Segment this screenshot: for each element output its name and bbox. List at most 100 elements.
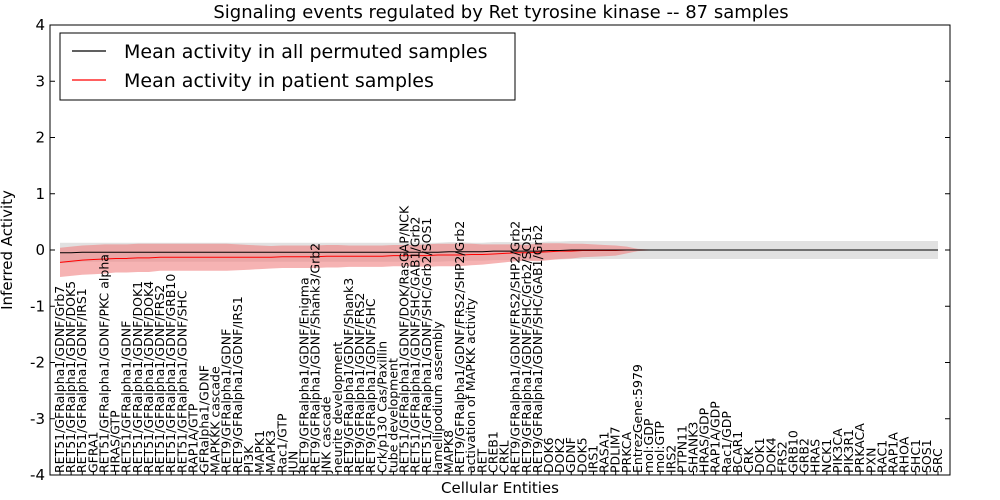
x-tick-label: RET51/GFRalpha1/GDNF/FRS2	[152, 285, 167, 473]
x-tick-label: DOK1	[752, 437, 767, 473]
x-tick-label: PIK3R1	[841, 429, 856, 473]
x-tick-label: lamellipodium assembly	[430, 321, 445, 473]
x-tick-label: RET9/GFRalpha1/GDNF/SHC	[363, 298, 378, 473]
x-tick-label: SHC1	[908, 439, 923, 473]
x-tick-label: RET51/GFRalpha1/GDNF/DOK4	[141, 281, 156, 473]
x-tick-label: RET9/GFRalpha1/GDNF/FRS2	[352, 293, 367, 473]
confidence-bands	[60, 241, 938, 277]
x-tick-label: PI3K	[241, 445, 256, 473]
x-tick-label: RET9/GFRalpha1/GDNF/SHC/GAB1/Grb2	[530, 224, 545, 473]
y-tick-label: -4	[30, 466, 45, 484]
x-tick-label: RET9/GFRalpha1/GDNF	[219, 329, 234, 473]
x-tick-label: RET51/GFRalpha1/GDNF/SHC/GAB1/Grb2	[408, 217, 423, 473]
x-tick-label: SOS1	[919, 439, 934, 473]
x-tick-label: MAPK3	[263, 430, 278, 473]
x-tick-label: IRS2	[663, 445, 678, 473]
x-tick-label: PTPN11	[674, 425, 689, 473]
x-tick-label: RET	[474, 448, 489, 473]
x-axis-label: Cellular Entities	[441, 479, 559, 497]
x-tick-label: FRS2	[774, 441, 789, 473]
x-tick-label: DOK2	[552, 437, 567, 473]
x-tick-label: GRB10	[786, 430, 801, 473]
x-tick-label: tube development	[385, 358, 400, 473]
x-tick-label: RET51/GFRalpha1/GDNF/SHC	[174, 290, 189, 473]
x-tick-label: RET9/GFRalpha1/GDNF/FRS2/SHP2/Grb2	[452, 221, 467, 473]
x-tick-label: IRS1	[585, 445, 600, 473]
x-tick-label: RAP1A	[886, 432, 901, 473]
x-tick-label: RASA1	[597, 432, 612, 473]
legend: Mean activity in all permuted samples Mea…	[59, 32, 516, 101]
y-tick-label: -2	[30, 354, 45, 372]
x-tick-label: RET9/GFRalpha1/GDNF/IRS1	[230, 296, 245, 473]
x-tick-label: RET51/GFRalpha1/GDNF/PKC alpha	[96, 254, 111, 473]
x-tick-label: NCK1	[819, 439, 834, 473]
permuted-mean-line	[60, 249, 938, 254]
x-tick-label: RET51/GFRalpha1/GDNF/SHC/Grb2/SOS1	[419, 218, 434, 473]
x-tick-label: EntrezGene:5979	[630, 364, 645, 473]
x-tick-label: RET9/GFRalpha1/GDNF/SHC/Grb2/SOS1	[519, 226, 534, 473]
legend-box	[59, 32, 516, 101]
x-ticks: RET51/GFRalpha1/GDNF/Grb7RET51/GFRalpha1…	[52, 205, 945, 475]
y-axis-label: Inferred Activity	[0, 190, 16, 310]
x-tick-label: RET51/GFRalpha1/GDNF/Grb7	[52, 286, 67, 473]
x-tick-label: mol:GDP	[641, 418, 656, 473]
y-tick-label: 3	[35, 72, 45, 90]
x-tick-label: HRAS	[808, 439, 823, 473]
y-tick-label: -3	[30, 410, 45, 428]
x-tick-label: mol:GTP	[652, 421, 667, 473]
x-tick-label: GFRA1	[85, 431, 100, 473]
x-tick-label: RHOA	[897, 436, 912, 473]
x-tick-label: GFRalpha1/GDNF	[196, 365, 211, 473]
legend-label: Mean activity in patient samples	[124, 70, 434, 92]
x-tick-label: RET51/GFRalpha1/GDNF/DOK5	[63, 281, 78, 473]
x-tick-label: Rac1/GDP	[719, 411, 734, 473]
x-tick-label: activation of MAPKK activity	[463, 297, 478, 473]
y-tick-label: -1	[30, 297, 45, 315]
x-tick-label: JUN	[285, 451, 300, 474]
x-tick-label: HRAS/GTP	[108, 410, 123, 473]
x-tick-label: HRAS/GDP	[697, 407, 712, 473]
x-tick-label: RAC1	[874, 440, 889, 473]
series-lines	[59, 249, 938, 263]
x-tick-label: PIK3CA	[830, 428, 845, 473]
y-tick-label: 4	[35, 16, 45, 34]
chart-title: Signaling events regulated by Ret tyrosi…	[213, 2, 788, 23]
x-tick-label: neurite development	[330, 342, 345, 473]
y-tick-label: 1	[35, 185, 45, 203]
plot-frame	[49, 24, 951, 476]
x-tick-label: RET51/GFRalpha1/GDNF/DOK/RasGAP/NCK	[397, 205, 412, 473]
x-tick-label: RET51/GFRalpha1/GDNF/IRS1	[74, 288, 89, 473]
x-tick-label: SHANK3	[685, 422, 700, 473]
y-tick-label: 2	[35, 129, 45, 147]
patient-band	[60, 243, 938, 277]
x-tick-label: RET9/GFRalpha1/GDNF/Shank3	[341, 278, 356, 473]
x-tick-label: CRKL	[497, 440, 512, 473]
x-tick-label: PDLIM7	[608, 426, 623, 473]
x-tick-label: JNK cascade	[319, 396, 334, 474]
x-tick-label: RET51/GFRalpha1/GDNF/DOK1	[130, 281, 145, 473]
x-tick-label: RET9/GFRalpha1/GDNF/FRS2/SHP2/Grb2	[508, 221, 523, 473]
x-tick-label: GDNF	[563, 437, 578, 473]
x-tick-label: RET9/GFRalpha1/GDNF/Shank3/Grb2	[308, 243, 323, 473]
legend-label: Mean activity in all permuted samples	[124, 41, 487, 63]
x-tick-label: MAPKKK cascade	[208, 366, 223, 473]
x-tick-label: PRKACA	[852, 423, 867, 473]
x-tick-label: RET51/GFRalpha1/GDNF/GRB10	[163, 274, 178, 473]
x-tick-label: Rac1/GTP	[274, 413, 289, 473]
x-tick-label: PXN	[863, 448, 878, 473]
x-tick-label: CREB1	[485, 431, 500, 473]
x-tick-label: DOK6	[541, 437, 556, 473]
x-tick-label: BCAR1	[730, 431, 745, 473]
x-tick-label: GRB2	[797, 438, 812, 473]
x-tick-label: RAP1A/GTP	[185, 403, 200, 473]
y-tick-label: 0	[35, 241, 45, 259]
y-ticks: -4 -3 -2 -1 0 1 2 3 4	[30, 16, 950, 484]
x-tick-label: RAP1A/GDP	[708, 401, 723, 473]
x-tick-label: MAPK8	[441, 430, 456, 473]
x-tick-label: PRKCA	[619, 432, 634, 473]
x-tick-label: DOK4	[763, 437, 778, 473]
x-tick-label: RET9/GFRalpha1/GDNF/Enigma	[297, 277, 312, 473]
x-tick-label: RET51/GFRalpha1/GDNF	[119, 321, 134, 473]
x-tick-label: CRK	[741, 447, 756, 473]
